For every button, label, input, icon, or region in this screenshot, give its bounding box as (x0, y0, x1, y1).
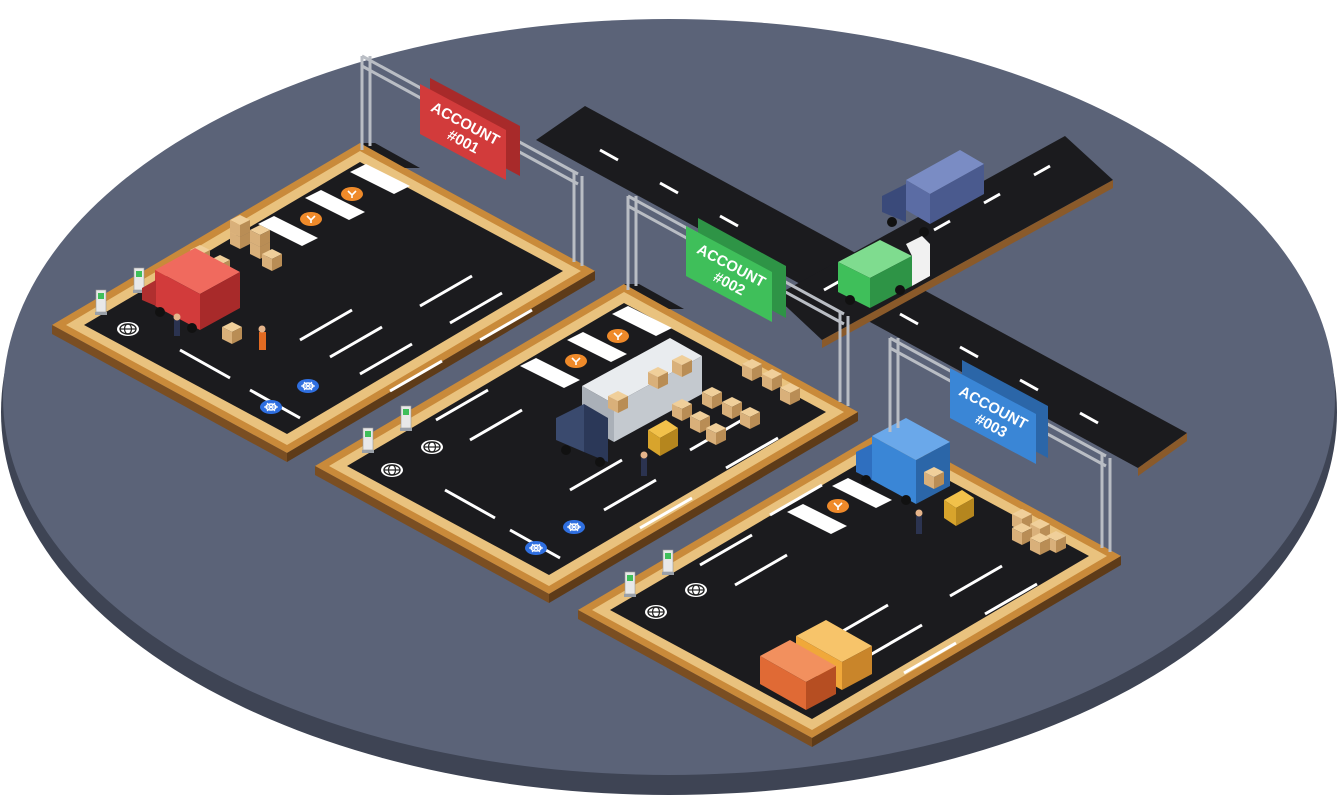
parking-lot-001 (52, 143, 595, 462)
forklift (944, 490, 974, 526)
globe-icon (420, 439, 444, 455)
globe-icon (380, 462, 404, 478)
fork-icon (299, 211, 323, 227)
globe-icon (684, 582, 708, 598)
fork-icon (340, 186, 364, 202)
truck-green (838, 236, 930, 308)
parking-lot-003 (578, 418, 1121, 747)
globe-icon (116, 321, 140, 337)
sign-account-003: ACCOUNT #003 (950, 360, 1048, 464)
truck-container-navy (882, 150, 984, 237)
charger-icon (623, 571, 637, 598)
fork-icon (606, 328, 630, 344)
container-orange (760, 640, 836, 710)
fork-icon (564, 353, 588, 369)
charger-icon (661, 549, 675, 576)
sign-account-001: ACCOUNT #001 (420, 78, 520, 180)
kubernetes-icon (296, 378, 320, 394)
charger-icon (94, 289, 108, 316)
globe-icon (644, 604, 668, 620)
charger-icon (361, 427, 375, 454)
kubernetes-icon (259, 399, 283, 415)
fork-icon (826, 498, 850, 514)
truck-red (142, 248, 240, 333)
forklift (648, 420, 678, 456)
parking-lot-002 (315, 284, 858, 603)
truck-semi-grey (556, 338, 702, 467)
kubernetes-icon (562, 519, 586, 535)
kubernetes-icon (524, 540, 548, 556)
charger-icon (399, 405, 413, 432)
